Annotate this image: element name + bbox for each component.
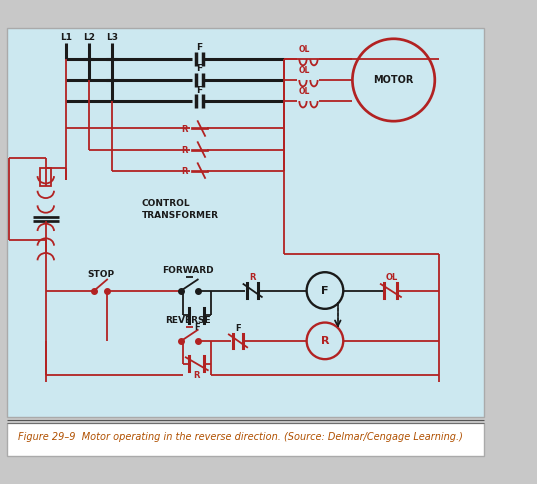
Text: R: R [182, 167, 188, 176]
Bar [8, 423, 484, 456]
Text: OL: OL [298, 66, 310, 76]
Bar [40, 168, 51, 186]
Text: OL: OL [298, 45, 310, 54]
Text: R: R [193, 371, 200, 380]
Text: REVERSE: REVERSE [165, 316, 211, 325]
Text: CONTROL: CONTROL [142, 199, 191, 208]
Text: R: R [182, 125, 188, 134]
Text: F: F [197, 64, 202, 74]
Text: F: F [235, 323, 241, 333]
Text: F: F [321, 286, 329, 296]
Text: OL: OL [386, 273, 398, 282]
Text: L3: L3 [106, 33, 118, 43]
Text: MOTOR: MOTOR [373, 75, 414, 85]
Text: R: R [321, 336, 329, 346]
Text: Figure 29–9  Motor operating in the reverse direction. (Source: Delmar/Cengage L: Figure 29–9 Motor operating in the rever… [18, 432, 463, 442]
Text: R: R [182, 146, 188, 155]
Text: F: F [194, 323, 200, 332]
Text: L2: L2 [83, 33, 95, 43]
Text: L1: L1 [60, 33, 72, 43]
Text: R: R [249, 273, 256, 282]
Text: FORWARD: FORWARD [162, 266, 214, 275]
Bar [8, 28, 484, 417]
Text: F: F [197, 86, 202, 94]
Text: STOP: STOP [87, 270, 114, 278]
Text: F: F [197, 44, 202, 52]
Text: TRANSFORMER: TRANSFORMER [142, 211, 219, 220]
Text: OL: OL [298, 88, 310, 96]
